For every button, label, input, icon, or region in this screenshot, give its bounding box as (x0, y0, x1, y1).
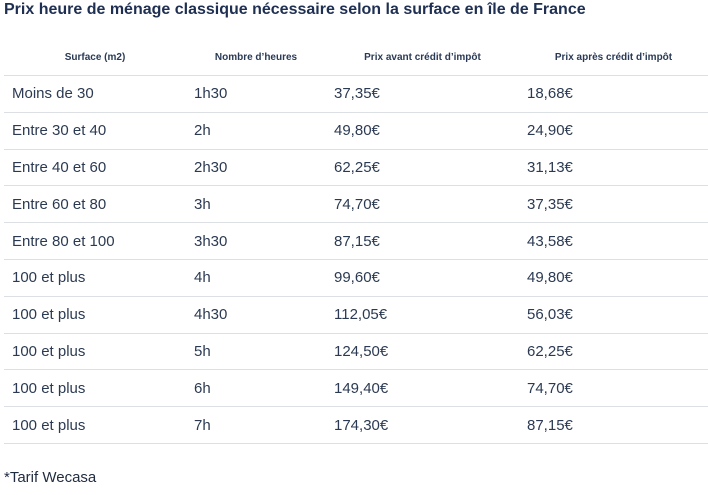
cell-price-before: 49,80€ (334, 122, 380, 140)
cell-hours: 4h30 (194, 306, 228, 324)
cell-surface: 100 et plus (12, 306, 86, 324)
price-table: Surface (m2) Nombre d’heures Prix avant … (4, 39, 708, 444)
cell-hours: 3h30 (194, 232, 228, 250)
cell-price-before: 149,40€ (334, 379, 389, 397)
cell-price-after: 43,58€ (527, 232, 573, 250)
cell-surface: 100 et plus (12, 269, 86, 287)
table-row: 100 et plus 7h 174,30€ 87,15€ (4, 407, 708, 444)
cell-hours: 5h (194, 342, 211, 360)
cell-price-after: 87,15€ (527, 416, 573, 434)
cell-price-after: 37,35€ (527, 195, 573, 213)
cell-surface: Moins de 30 (12, 85, 94, 103)
table-row: Moins de 30 1h30 37,35€ 18,68€ (4, 76, 708, 113)
cell-price-after: 49,80€ (527, 269, 573, 287)
header-price-before: Prix avant crédit d’impôt (364, 51, 481, 63)
table-row: Entre 80 et 100 3h30 87,15€ 43,58€ (4, 223, 708, 260)
cell-hours: 7h (194, 416, 211, 434)
cell-price-before: 74,70€ (334, 195, 380, 213)
cell-hours: 1h30 (194, 85, 228, 103)
table-row: 100 et plus 5h 124,50€ 62,25€ (4, 334, 708, 371)
cell-surface: Entre 80 et 100 (12, 232, 115, 250)
cell-hours: 2h (194, 122, 211, 140)
cell-price-before: 87,15€ (334, 232, 380, 250)
cell-price-before: 174,30€ (334, 416, 389, 434)
cell-price-before: 99,60€ (334, 269, 380, 287)
cell-price-after: 31,13€ (527, 158, 573, 176)
cell-surface: Entre 30 et 40 (12, 122, 107, 140)
cell-price-before: 62,25€ (334, 158, 380, 176)
cell-hours: 6h (194, 379, 211, 397)
table-header-row: Surface (m2) Nombre d’heures Prix avant … (4, 39, 708, 76)
cell-surface: 100 et plus (12, 416, 86, 434)
page-title: Prix heure de ménage classique nécessair… (4, 1, 586, 18)
cell-price-after: 74,70€ (527, 379, 573, 397)
header-hours: Nombre d’heures (214, 51, 298, 63)
cell-price-before: 112,05€ (334, 306, 388, 324)
header-price-after: Prix après crédit d’impôt (554, 51, 673, 63)
cell-surface: Entre 60 et 80 (12, 195, 107, 213)
cell-price-after: 56,03€ (527, 306, 573, 324)
table-row: 100 et plus 4h 99,60€ 49,80€ (4, 260, 708, 297)
table-row: Entre 40 et 60 2h30 62,25€ 31,13€ (4, 150, 708, 187)
cell-price-after: 62,25€ (527, 342, 573, 360)
cell-price-before: 37,35€ (334, 85, 380, 103)
cell-price-after: 24,90€ (527, 122, 573, 140)
footnote: *Tarif Wecasa (4, 469, 97, 486)
cell-hours: 3h (194, 195, 211, 213)
cell-price-after: 18,68€ (527, 85, 573, 103)
cell-hours: 4h (194, 269, 211, 287)
table-row: 100 et plus 4h30 112,05€ 56,03€ (4, 297, 708, 334)
cell-surface: 100 et plus (12, 342, 86, 360)
cell-surface: 100 et plus (12, 379, 86, 397)
cell-price-before: 124,50€ (334, 342, 389, 360)
table-row: Entre 30 et 40 2h 49,80€ 24,90€ (4, 113, 708, 150)
table-row: 100 et plus 6h 149,40€ 74,70€ (4, 370, 708, 408)
cell-surface: Entre 40 et 60 (12, 158, 107, 176)
table-row: Entre 60 et 80 3h 74,70€ 37,35€ (4, 186, 708, 224)
cell-hours: 2h30 (194, 158, 228, 176)
header-surface: Surface (m2) (64, 51, 126, 63)
